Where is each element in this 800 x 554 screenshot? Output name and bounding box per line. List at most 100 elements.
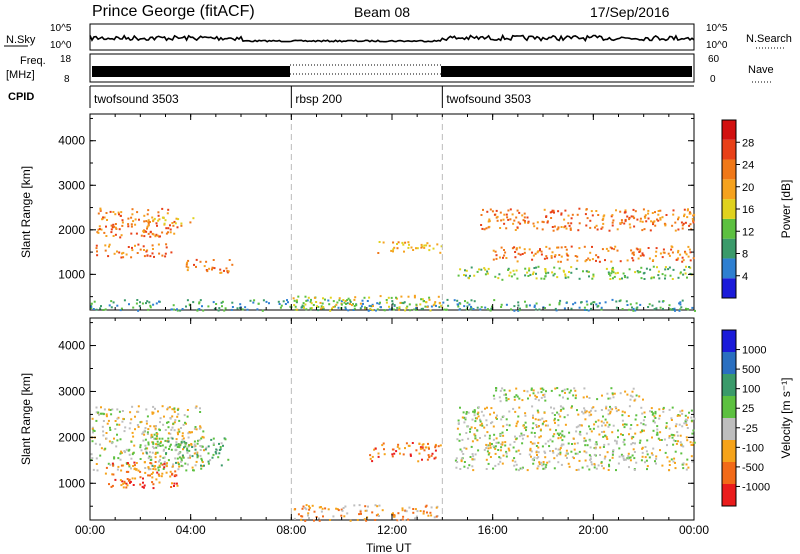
nsky-trace [89, 33, 695, 43]
x-tick-label: 08:00 [276, 523, 306, 537]
colorbar-tick-label: 12 [742, 226, 754, 238]
nsky-strip [89, 23, 695, 51]
nave-top: 60 [708, 54, 720, 65]
date-title: 17/Sep/2016 [590, 4, 670, 20]
nave-bot: 0 [710, 74, 716, 85]
scatter-region [143, 216, 195, 227]
colorbar-bin [722, 159, 736, 180]
y-tick-label: 4000 [58, 134, 85, 148]
x-tick-label: 00:00 [679, 523, 709, 537]
colorbar-tick-label: 8 [742, 249, 748, 261]
n-left-top: 10^5 [50, 23, 72, 34]
colorbar-label: Power [dB] [779, 180, 793, 239]
scatter-region [377, 241, 443, 254]
scatter-region [185, 258, 234, 274]
x-tick-label: 00:00 [75, 523, 105, 537]
power-colorbar: 28 24 20 16 12 8 4 Power [dB] [721, 119, 793, 299]
scatter-region [292, 294, 444, 312]
x-axis-label: Time UT [366, 541, 412, 554]
scatter-region [457, 265, 693, 281]
scatter-region [140, 437, 230, 467]
n-right-top: 10^5 [706, 23, 728, 34]
scatter-region [95, 243, 173, 259]
freq-block-1 [92, 66, 290, 77]
velocity-panel: 1000 2000 3000 4000 00:00 04:00 08:00 12:00 16:0… [19, 317, 709, 537]
colorbar-tick-label: -500 [742, 462, 764, 474]
freq-top: 18 [60, 54, 72, 65]
panel-frame [89, 113, 695, 311]
panel-frame [89, 317, 695, 521]
colorbar-tick-label: 4 [742, 271, 748, 283]
colorbar-label: Velocity [m s⁻¹] [779, 377, 793, 458]
cpid-segment-label: twofsound 3503 [446, 92, 531, 106]
colorbar-bin [722, 238, 736, 259]
colorbar-frame [721, 329, 737, 507]
beam-title: Beam 08 [354, 4, 410, 20]
colorbar-tick-label: 28 [742, 137, 754, 149]
x-tick-label: 20:00 [578, 523, 608, 537]
scatter-region [492, 387, 644, 403]
colorbar-bin [722, 218, 736, 239]
scatter-region [369, 442, 442, 463]
colorbar-bin [722, 352, 736, 374]
x-tick-label: 04:00 [176, 523, 206, 537]
colorbar-bin [722, 484, 736, 506]
colorbar-tick-label: -100 [742, 442, 764, 454]
nsky-line [89, 33, 695, 43]
colorbar-bin [722, 139, 736, 160]
freq-block-2 [441, 66, 692, 77]
colorbar-tick-label: 16 [742, 204, 754, 216]
y-tick-label: 1000 [58, 267, 85, 281]
station-title: Prince George (fitACF) [92, 3, 255, 20]
colorbar-bin [722, 462, 736, 484]
scatter-region [492, 245, 695, 263]
colorbar-tick-label: 1000 [742, 345, 766, 357]
y-tick-label: 4000 [58, 339, 85, 353]
colorbar-bin [722, 330, 736, 352]
colorbar-bin [722, 396, 736, 418]
scatter-region [480, 207, 696, 232]
scatter-region [454, 405, 696, 472]
y-tick-label: 2000 [58, 430, 85, 444]
n-right-bot: 10^0 [706, 40, 728, 51]
nsearch-label: N.Search [746, 33, 792, 45]
colorbar-tick-label: -1000 [742, 481, 770, 493]
nave-label: Nave [748, 64, 774, 76]
n-left-bot: 10^0 [50, 40, 72, 51]
colorbar-tick-label: 25 [742, 403, 754, 415]
freq-bot: 8 [64, 74, 70, 85]
y-tick-label: 2000 [58, 223, 85, 237]
colorbar-tick-label: 100 [742, 384, 760, 396]
x-tick-label: 12:00 [377, 523, 407, 537]
scatter-region [104, 461, 179, 490]
colorbar-bin [722, 440, 736, 462]
y-axis-label: Slant Range [km] [19, 166, 33, 258]
freq-strip [89, 53, 695, 83]
nsky-label: N.Sky [6, 34, 36, 46]
velocity-colorbar: 1000 500 100 25 -25 -100 -500 -1000 Velocity [m … [721, 329, 793, 507]
colorbar-bin [722, 179, 736, 200]
colorbar-bin [722, 278, 736, 298]
cpid-label: CPID [8, 91, 34, 103]
colorbar-bin [722, 374, 736, 396]
y-tick-label: 3000 [58, 384, 85, 398]
freq-label-2: [MHz] [6, 69, 35, 81]
colorbar-bin [722, 418, 736, 440]
power-panel: 1000 2000 3000 4000 Slant Range [km] [19, 113, 696, 312]
colorbar-tick-label: 20 [742, 182, 754, 194]
colorbar-tick-label: -25 [742, 423, 758, 435]
colorbar-tick-label: 24 [742, 160, 754, 172]
freq-label-1: Freq. [20, 55, 46, 67]
colorbar-bin [722, 120, 736, 140]
y-tick-label: 3000 [58, 178, 85, 192]
colorbar-bin [722, 258, 736, 279]
cpid-segments: twofsound 3503 rbsp 200 twofsound 3503 [89, 86, 531, 108]
x-tick-label: 16:00 [478, 523, 508, 537]
colorbar-tick-label: 500 [742, 364, 760, 376]
scatter-region [293, 504, 439, 522]
cpid-segment-label: twofsound 3503 [94, 92, 179, 106]
cpid-segment-label: rbsp 200 [295, 92, 342, 106]
y-tick-label: 1000 [58, 476, 85, 490]
y-axis-label: Slant Range [km] [19, 373, 33, 465]
